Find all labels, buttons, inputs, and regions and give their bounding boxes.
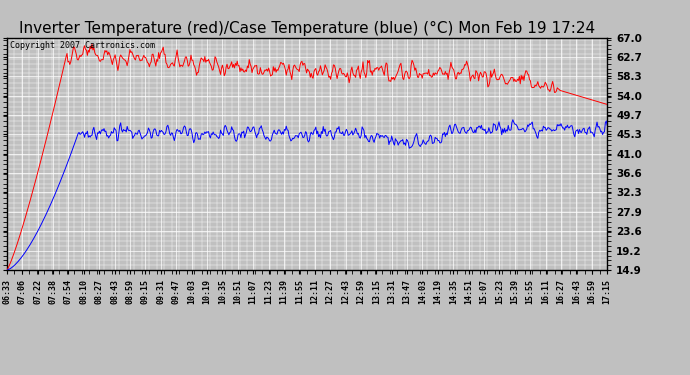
Title: Inverter Temperature (red)/Case Temperature (blue) (°C) Mon Feb 19 17:24: Inverter Temperature (red)/Case Temperat… xyxy=(19,21,595,36)
Text: Copyright 2007 Cartronics.com: Copyright 2007 Cartronics.com xyxy=(10,41,155,50)
